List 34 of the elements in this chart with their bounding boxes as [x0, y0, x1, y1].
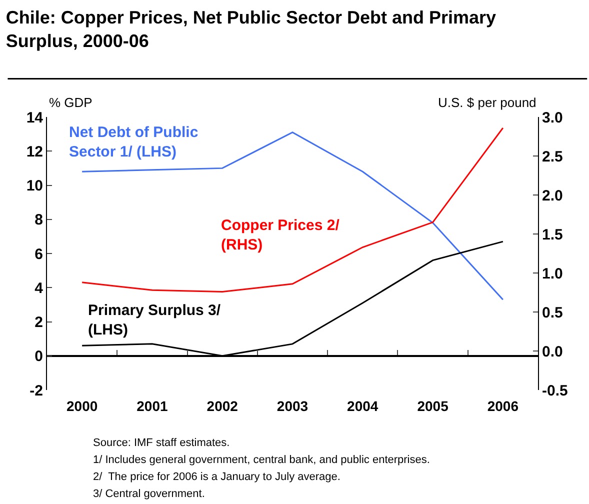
y2-tick-label: 0.5 [542, 304, 563, 322]
chart-title: Chile: Copper Prices, Net Public Sector Debt and Primary Surplus, 2000-06 [6, 7, 496, 51]
y-tick-label: 10 [26, 178, 43, 194]
y-tick-label: 8 [34, 212, 43, 229]
y-tick-label: 0 [34, 348, 43, 366]
y2-tick-label: 0.0 [542, 343, 563, 360]
y2-tick-label: 2.0 [542, 187, 563, 204]
series-label: Primary Surplus 3/ (LHS) [88, 302, 222, 338]
y-tick-label: 12 [26, 143, 43, 160]
x-tick-label: 2003 [276, 398, 308, 414]
y2-tick-label: 3.0 [542, 109, 563, 126]
source-note: Source: IMF staff estimates. [93, 437, 230, 449]
y-axis-title: % GDP [49, 95, 92, 110]
text: 2/ The price for 2006 is a January to July average. [93, 471, 340, 483]
y-tick-label: 2 [34, 314, 43, 331]
y-tick-label: -2 [30, 382, 43, 400]
x-tick-label: 2001 [136, 398, 168, 414]
x-tick-label: 2002 [206, 398, 238, 414]
y-tick-label: 6 [34, 246, 43, 263]
y2-tick-label: 1.0 [542, 265, 563, 282]
x-tick-label: 2005 [417, 398, 449, 414]
x-tick-label: 2006 [487, 398, 519, 414]
series-label: Net Debt of Public Sector 1/ (LHS) [69, 124, 198, 160]
series-label: Copper Prices 2/ (RHS) [221, 217, 340, 254]
x-tick-label: 2000 [66, 398, 98, 414]
y-tick-label: 14 [26, 109, 44, 126]
y-tick-label: 4 [34, 280, 44, 297]
y2-tick-label: 1.5 [542, 226, 563, 244]
x-tick-label: 2004 [347, 398, 378, 414]
text: 1/ Includes general government, central bank, and public enterprises. [93, 454, 430, 466]
y2-tick-label: -0.5 [542, 382, 568, 400]
y2-axis-title: U.S. $ per pound [438, 95, 536, 110]
y2-tick-label: 2.5 [542, 148, 563, 166]
text: 3/ Central government. [93, 488, 205, 500]
